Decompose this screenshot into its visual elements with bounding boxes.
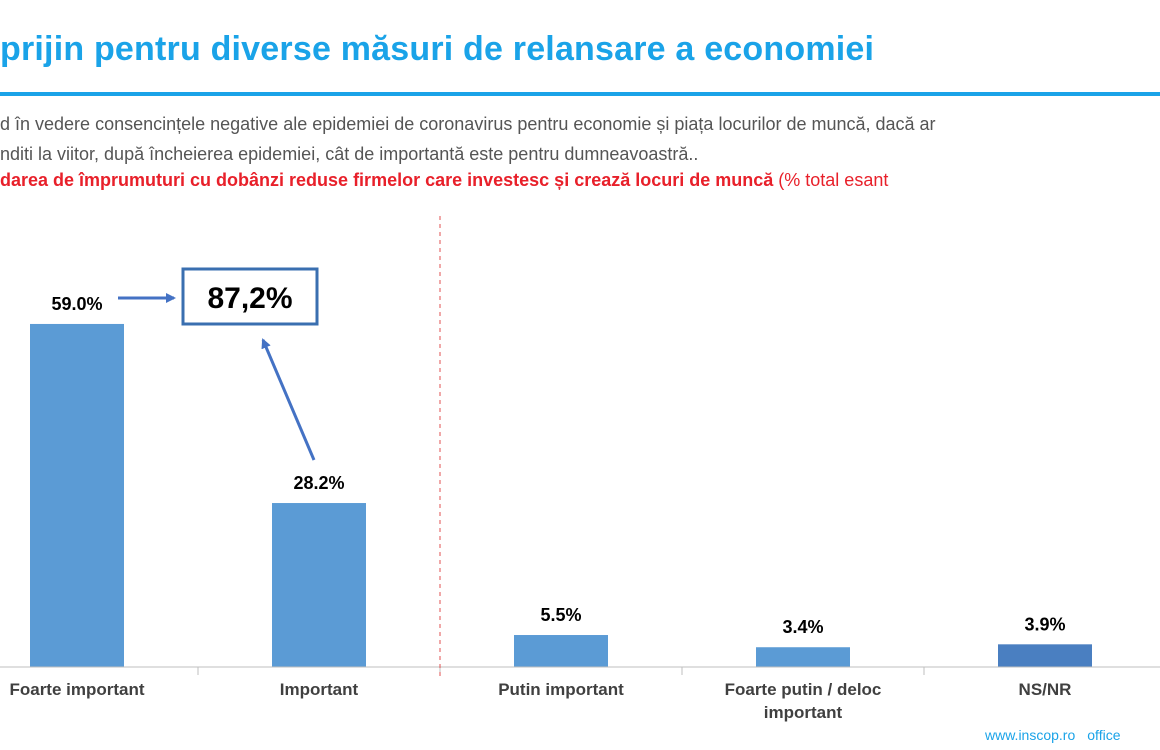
arrow-from-important <box>261 338 316 461</box>
total-important-box <box>181 267 319 326</box>
data-label-putin-important: 5.5% <box>540 605 581 625</box>
bar-foarte-putin-deloc-important <box>756 647 850 667</box>
question-line-1: d în vedere consencințele negative ale e… <box>0 114 936 134</box>
data-label-important: 28.2% <box>293 473 344 493</box>
category-label-putin-important: Putin important <box>498 680 624 699</box>
total-important-value: 87,2% <box>207 282 292 315</box>
footer-email-link[interactable]: office <box>1087 727 1121 743</box>
question-line-3: darea de împrumuturi cu dobânzi reduse f… <box>0 170 888 191</box>
data-label-ns-nr: 3.9% <box>1024 614 1065 634</box>
data-label-foarte-important: 59.0% <box>51 294 102 314</box>
category-label-important: Important <box>280 680 359 699</box>
footer: www.inscop.ro office <box>985 727 1132 743</box>
footer-website-link[interactable]: www.inscop.ro <box>985 727 1076 743</box>
page-title: prijin pentru diverse măsuri de relansar… <box>0 30 875 68</box>
question-base-note: (% total esant <box>773 170 889 190</box>
question-measure: darea de împrumuturi cu dobânzi reduse f… <box>0 170 774 190</box>
question-line-2: nditi la viitor, după încheierea epidemi… <box>0 144 699 164</box>
category-label-foarte-important: Foarte important <box>9 680 144 699</box>
category-label-foarte-putin-deloc-important-line-1: Foarte putin / deloc <box>725 680 882 699</box>
bar-ns-nr <box>998 644 1092 667</box>
bar-important <box>272 503 366 667</box>
bar-foarte-important <box>30 323 124 667</box>
category-label-ns-nr: NS/NR <box>1019 680 1072 699</box>
category-label-foarte-putin-deloc-important-line-2: important <box>764 703 843 722</box>
title-underline <box>0 92 1160 96</box>
bar-putin-important <box>514 635 608 667</box>
data-label-foarte-putin-deloc-important: 3.4% <box>782 617 823 637</box>
